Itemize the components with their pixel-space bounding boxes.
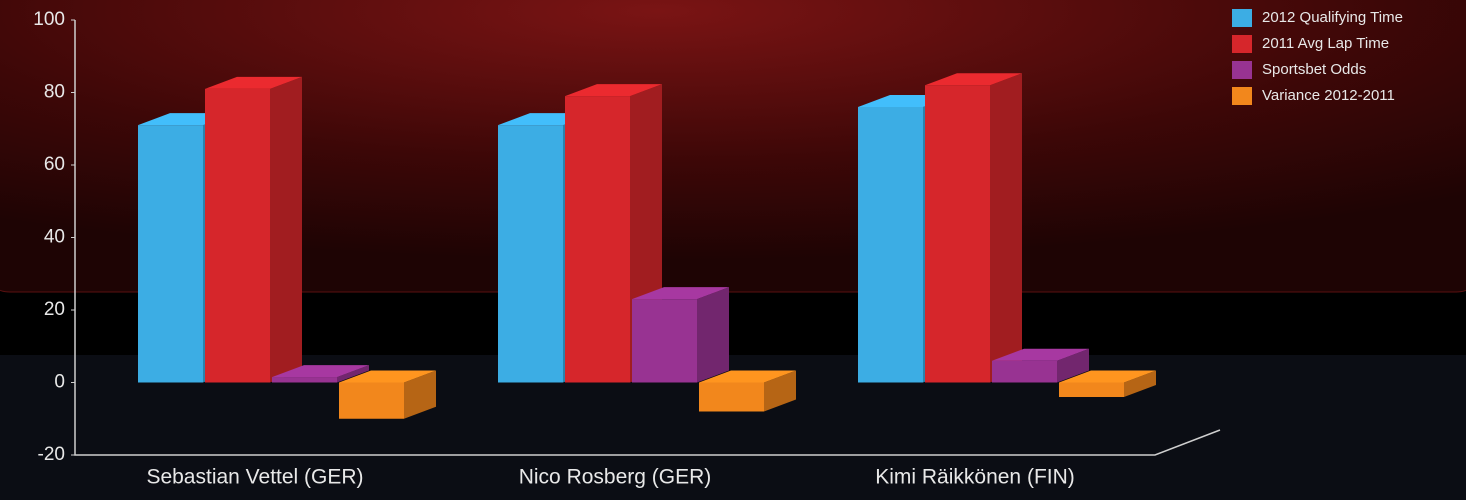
y-tick-label: 0 <box>54 372 65 393</box>
plot-area <box>138 73 1156 419</box>
x-tick-label: Sebastian Vettel (GER) <box>146 466 363 489</box>
bar-side <box>1057 348 1089 383</box>
bar <box>498 125 563 383</box>
bar-side <box>990 73 1022 383</box>
bar-top <box>1059 370 1156 383</box>
bar <box>632 299 697 383</box>
y-tick-label: 100 <box>33 9 65 30</box>
bar-side <box>404 370 436 419</box>
bar <box>925 85 990 383</box>
bar <box>272 377 337 383</box>
bar <box>565 96 630 383</box>
y-tick-label: 60 <box>44 154 65 175</box>
bar <box>1059 382 1124 397</box>
legend-label: Variance 2012-2011 <box>1262 87 1395 104</box>
bar-top <box>339 370 436 383</box>
bar-side <box>764 370 796 412</box>
legend-swatch <box>1232 87 1252 105</box>
x-tick-label: Nico Rosberg (GER) <box>519 466 712 489</box>
bar-top <box>632 287 729 300</box>
legend-label: Sportsbet Odds <box>1262 61 1366 78</box>
bar-top <box>992 348 1089 361</box>
bar-top <box>272 365 369 378</box>
bar <box>699 382 764 412</box>
bar-top <box>565 84 662 97</box>
bar-top <box>925 73 1022 86</box>
legend-swatch <box>1232 9 1252 27</box>
bar-side <box>337 365 369 383</box>
x-tick-label: Kimi Räikkönen (FIN) <box>875 466 1075 489</box>
bar-side <box>697 287 729 383</box>
bar <box>138 125 203 383</box>
y-tick-label: 80 <box>44 82 65 103</box>
legend-label: 2012 Qualifying Time <box>1262 9 1403 26</box>
y-tick-label: 40 <box>44 227 65 248</box>
bar <box>205 88 270 383</box>
y-tick-label: -20 <box>38 444 65 465</box>
background-panel <box>0 0 1466 293</box>
bar <box>992 360 1057 383</box>
legend-label: 2011 Avg Lap Time <box>1262 35 1389 52</box>
bar-top <box>205 76 302 89</box>
bar-side <box>270 76 302 383</box>
bar <box>858 107 923 383</box>
legend-swatch <box>1232 61 1252 79</box>
bar-top <box>699 370 796 383</box>
bar <box>339 382 404 419</box>
legend-swatch <box>1232 35 1252 53</box>
bar-side <box>1124 370 1156 397</box>
y-tick-label: 20 <box>44 299 65 320</box>
